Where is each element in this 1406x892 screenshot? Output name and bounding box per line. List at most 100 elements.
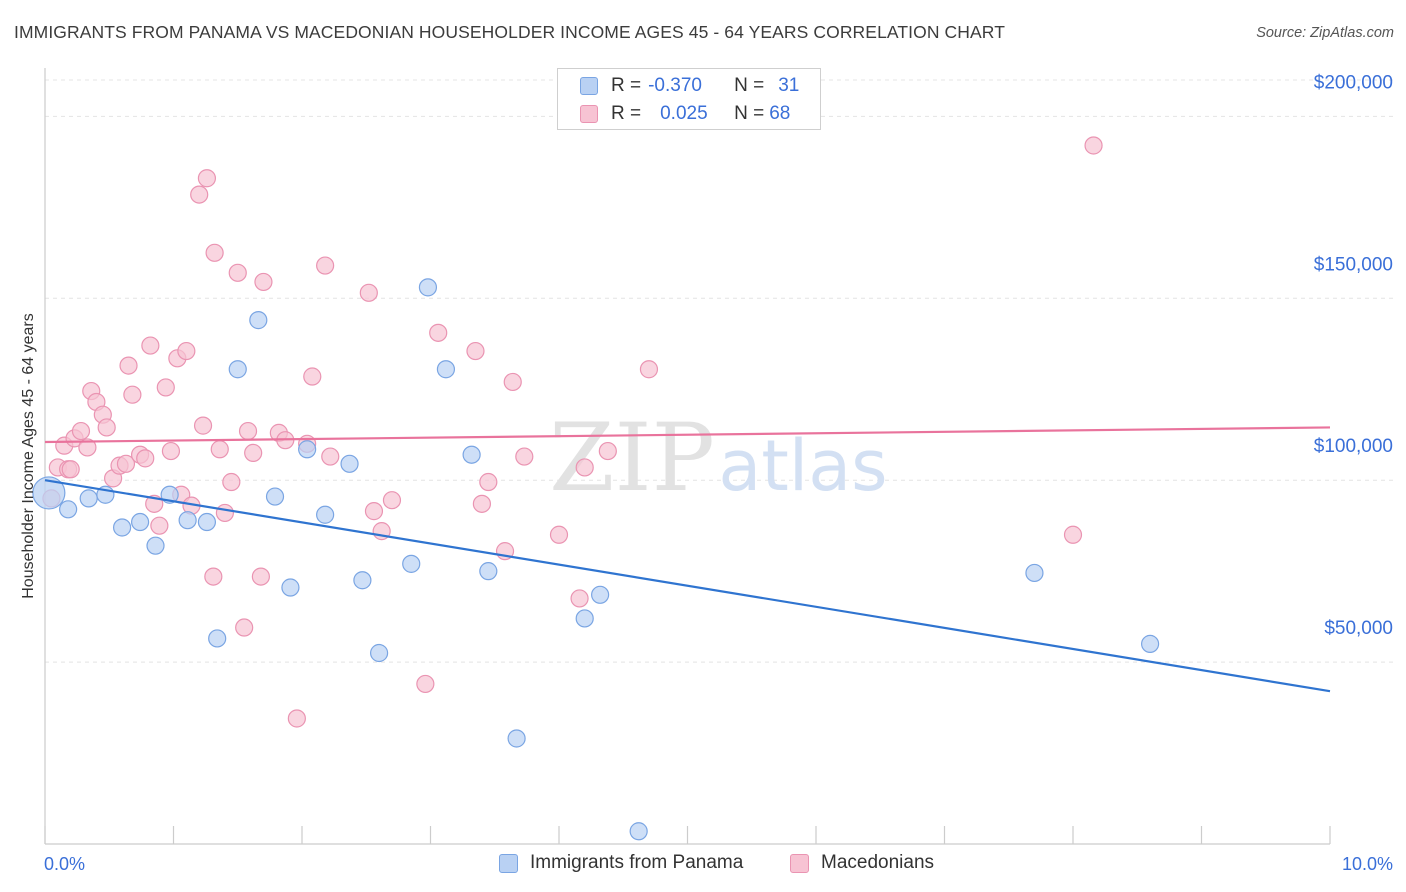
macedonian-point	[472, 494, 491, 513]
x-tick-label-max: 10.0%	[1342, 854, 1393, 874]
macedonian-point	[204, 567, 223, 586]
chart-title: IMMIGRANTS FROM PANAMA VS MACEDONIAN HOU…	[14, 22, 1005, 42]
panama-point	[507, 729, 526, 748]
y-tick-label: $50,000	[1324, 618, 1393, 639]
macedonian-point	[123, 385, 142, 404]
gridlines	[45, 79, 1395, 663]
watermark-zip: ZIP	[549, 404, 715, 513]
panama-point	[479, 562, 498, 581]
legend-row-macedonians: R = 0.025 N = 68	[580, 102, 790, 126]
series-legend-macedonians[interactable]: Macedonians	[790, 852, 934, 874]
series-swatch-panama	[499, 853, 518, 873]
macedonian-point	[598, 441, 617, 461]
x-tick-label-min: 0.0%	[44, 854, 85, 874]
panama-point	[146, 536, 165, 555]
macedonian-point	[575, 458, 594, 477]
macedonian-point	[190, 185, 209, 204]
correlation-legend: R = -0.370 N = 31 R = 0.025 N = 68	[557, 68, 821, 130]
macedonian-point	[316, 256, 335, 275]
panama-point	[265, 487, 285, 506]
panama-point	[462, 445, 481, 464]
macedonian-point	[321, 447, 340, 466]
macedonian-point	[197, 169, 217, 188]
y-tick-label: $150,000	[1314, 254, 1393, 275]
panama-point	[79, 489, 98, 508]
panama-point	[370, 643, 389, 663]
macedonian-point	[364, 502, 384, 521]
panama-point	[629, 822, 648, 841]
panama-point	[1140, 634, 1160, 654]
series-label-panama: Immigrants from Panama	[530, 852, 744, 873]
panama-point	[575, 609, 594, 628]
macedonian-point	[71, 421, 91, 441]
panama-point	[249, 311, 268, 330]
panama-point	[340, 454, 359, 473]
panama-point	[208, 629, 227, 648]
macedonian-point	[503, 372, 522, 392]
macedonian-point	[161, 441, 181, 461]
macedonian-point	[466, 341, 485, 361]
y-axis-label: Householder Income Ages 45 - 64 years	[20, 313, 37, 599]
macedonian-point	[61, 460, 80, 479]
series-swatch-macedonians	[790, 853, 809, 873]
macedonian-point	[1063, 525, 1083, 544]
trend-lines	[44, 426, 1331, 693]
macedonian-point	[238, 421, 258, 441]
watermark-atlas: atlas	[718, 425, 887, 507]
panama-point	[316, 505, 335, 524]
macedonian-point	[119, 356, 138, 375]
macedonian-point	[156, 378, 175, 397]
legend-row-panama: R = -0.370 N = 31	[580, 74, 799, 98]
y-tick-label: $100,000	[1314, 436, 1393, 457]
macedonian-point	[136, 449, 155, 468]
macedonian-point	[570, 589, 589, 608]
panama-point	[402, 554, 421, 573]
macedonian-point	[303, 367, 322, 386]
panama-point	[130, 512, 150, 532]
macedonian-point	[1084, 136, 1103, 155]
panama-points	[32, 278, 1160, 841]
macedonian-point	[359, 283, 378, 302]
macedonian-point	[215, 503, 234, 523]
chart-source: Source: ZipAtlas.com	[1256, 25, 1394, 41]
series-legend-panama[interactable]: Immigrants from Panama	[499, 852, 743, 874]
legend-r-label: R =	[611, 75, 642, 96]
macedonian-point	[515, 447, 534, 466]
panama-point	[591, 585, 610, 604]
axes	[44, 68, 1331, 845]
macedonian-point	[116, 454, 136, 473]
macedonian-point	[177, 341, 196, 361]
panama-point	[281, 578, 300, 597]
macedonian-point	[141, 336, 160, 355]
macedonian-point	[228, 263, 247, 282]
macedonian-point	[193, 416, 213, 435]
macedonian-point	[429, 323, 448, 342]
macedonian-point	[222, 472, 241, 492]
macedonian-point	[639, 360, 659, 379]
panama-point	[59, 500, 78, 519]
macedonian-point	[254, 272, 273, 292]
macedonian-point	[150, 516, 169, 535]
macedonian-point	[210, 440, 229, 459]
panama-point	[32, 476, 66, 510]
macedonian-point	[251, 567, 270, 586]
macedonian-point	[416, 674, 435, 694]
macedonian-point	[244, 443, 263, 463]
macedonian-point	[382, 491, 402, 510]
macedonian-point	[97, 418, 116, 437]
macedonian-point	[287, 709, 306, 728]
legend-r-value: 0.025	[660, 103, 708, 124]
legend-n-label: N =	[734, 103, 765, 124]
panama-point	[1025, 563, 1044, 583]
panama-point	[418, 278, 438, 297]
macedonian-point	[479, 472, 498, 492]
panama-point	[228, 360, 247, 379]
panama-point	[178, 511, 197, 530]
y-tick-label: $200,000	[1314, 72, 1393, 93]
legend-r-label: R =	[611, 103, 642, 124]
series-legend: Immigrants from Panama Macedonians	[0, 850, 1406, 878]
macedonian-point	[78, 438, 97, 457]
panama-trend-line	[44, 479, 1331, 693]
macedonian-point	[549, 525, 569, 544]
